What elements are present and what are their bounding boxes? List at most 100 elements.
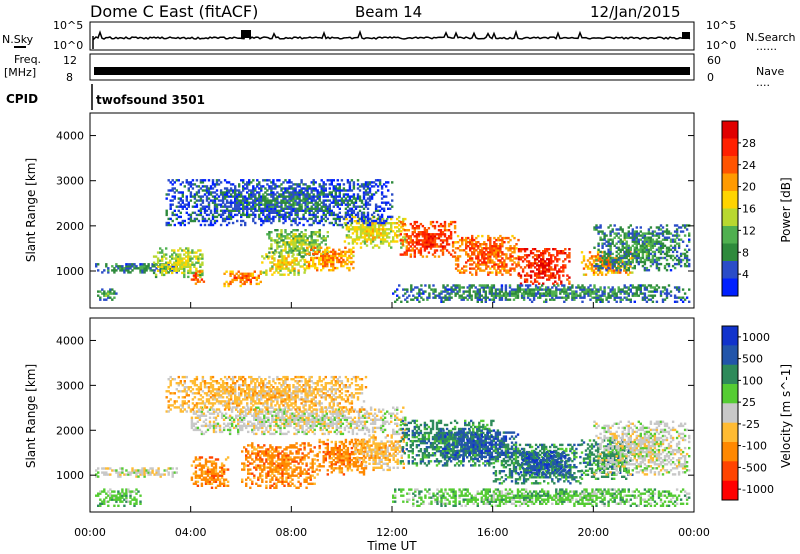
heatmap-cell xyxy=(332,211,335,214)
heatmap-cell xyxy=(657,236,661,239)
heatmap-cell xyxy=(406,300,409,303)
heatmap-cell xyxy=(183,257,186,260)
heatmap-cell xyxy=(533,260,537,263)
heatmap-cell xyxy=(442,300,445,303)
heatmap-cell xyxy=(493,255,496,258)
heatmap-cell xyxy=(489,241,492,244)
heatmap-cell xyxy=(141,263,144,266)
heatmap-cell xyxy=(439,229,443,232)
heatmap-cell xyxy=(359,242,363,245)
heatmap-cell xyxy=(357,222,361,225)
heatmap-cell xyxy=(300,239,303,242)
heatmap-cell xyxy=(497,265,500,268)
heatmap-cell xyxy=(380,187,384,190)
heatmap-cell xyxy=(461,241,464,244)
heatmap-cell xyxy=(556,250,559,253)
heatmap-cell xyxy=(247,470,250,473)
heatmap-cell xyxy=(352,201,356,204)
heatmap-cell xyxy=(540,258,543,261)
heatmap-cell xyxy=(189,213,193,217)
heatmap-cell xyxy=(274,241,277,244)
heatmap-cell xyxy=(483,259,486,262)
heatmap-cell xyxy=(495,269,498,272)
colorbar-segment xyxy=(722,226,738,244)
heatmap-cell xyxy=(625,260,628,264)
heatmap-cell xyxy=(475,263,478,266)
heatmap-cell xyxy=(655,226,659,229)
heatmap-cell xyxy=(597,248,600,251)
heatmap-cell xyxy=(481,261,484,264)
heatmap-cell xyxy=(469,271,472,274)
heatmap-cell xyxy=(185,251,188,254)
heatmap-cell xyxy=(402,217,405,221)
heatmap-cell xyxy=(619,269,622,272)
heatmap-cell xyxy=(177,259,180,262)
heatmap-cell xyxy=(205,219,209,223)
heatmap-cell xyxy=(127,488,130,491)
heatmap-cell xyxy=(639,230,642,233)
heatmap-cell xyxy=(149,267,152,270)
heatmap-cell xyxy=(388,236,391,239)
heatmap-cell xyxy=(292,253,295,256)
heatmap-cell xyxy=(185,263,188,266)
heatmap-cell xyxy=(187,259,190,262)
heatmap-cell xyxy=(369,226,373,229)
heatmap-cell xyxy=(487,238,490,242)
heatmap-cell xyxy=(653,250,657,254)
heatmap-cell xyxy=(236,219,239,223)
heatmap-cell xyxy=(185,259,188,262)
heatmap-cell xyxy=(201,195,205,198)
heatmap-cell xyxy=(394,234,397,237)
heatmap-cell xyxy=(529,280,533,283)
heatmap-cell xyxy=(167,263,170,266)
heatmap-cell xyxy=(481,234,484,238)
heatmap-cell xyxy=(411,247,414,250)
heatmap-cell xyxy=(566,254,569,257)
heatmap-cell xyxy=(250,181,253,184)
heatmap-cell xyxy=(229,274,232,277)
heatmap-cell xyxy=(294,247,297,250)
heatmap-cell xyxy=(575,290,578,293)
heatmap-cell xyxy=(318,245,321,248)
heatmap-cell xyxy=(425,247,429,250)
heatmap-cell xyxy=(292,237,295,240)
heatmap-cell xyxy=(156,257,160,260)
heatmap-cell xyxy=(471,238,474,242)
heatmap-cell xyxy=(467,255,470,258)
heatmap-cell xyxy=(597,244,600,247)
heatmap-cell xyxy=(465,251,468,254)
heatmap-cell xyxy=(499,245,502,248)
heatmap-cell xyxy=(308,235,311,238)
heatmap-cell xyxy=(201,257,204,260)
heatmap-cell xyxy=(627,266,630,270)
heatmap-cell xyxy=(312,231,315,234)
colorbar-tick-label: 28 xyxy=(742,137,756,150)
heatmap-cell xyxy=(435,243,439,246)
heatmap-cell xyxy=(328,187,331,190)
heatmap-cell xyxy=(615,269,618,272)
heatmap-cell xyxy=(579,294,582,297)
heatmap-cell xyxy=(283,273,286,276)
y-tick-label: 2000 xyxy=(56,220,84,233)
heatmap-cell xyxy=(175,271,178,274)
heatmap-cell xyxy=(433,243,437,246)
heatmap-cell xyxy=(187,251,190,254)
heatmap-cell xyxy=(467,241,470,244)
heatmap-cell xyxy=(369,242,373,245)
heatmap-cell xyxy=(293,261,296,264)
heatmap-cell xyxy=(320,256,323,260)
heatmap-cell xyxy=(276,235,279,238)
heatmap-cell xyxy=(471,243,474,246)
heatmap-cell xyxy=(156,269,160,272)
heatmap-cell xyxy=(599,286,602,289)
heatmap-cell xyxy=(582,273,586,276)
heatmap-cell xyxy=(346,179,350,182)
heatmap-cell xyxy=(675,250,679,254)
heatmap-cell xyxy=(601,300,604,303)
heatmap-cell xyxy=(344,262,347,266)
heatmap-cell xyxy=(274,249,277,252)
heatmap-cell xyxy=(181,195,184,198)
heatmap-cell xyxy=(595,294,598,297)
heatmap-cell xyxy=(336,256,339,260)
heatmap-cell xyxy=(302,237,305,240)
